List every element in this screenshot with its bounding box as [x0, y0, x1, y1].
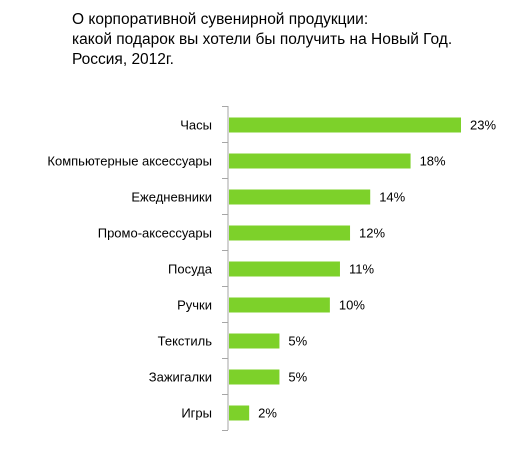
category-label: Ручки	[177, 298, 212, 313]
value-label: 2%	[258, 406, 277, 421]
bar	[229, 117, 461, 133]
bar-layer: 23% 18% 14% 12% 11% 10% 5% 5% 2%	[229, 117, 496, 421]
category-label: Текстиль	[158, 334, 213, 349]
axis-layer: Часы Компьютерные аксессуары Ежедневники Пр…	[47, 106, 229, 431]
bar	[229, 261, 340, 277]
bar	[229, 405, 250, 421]
chart-title: О корпоративной сувенирной продукции: ка…	[72, 10, 512, 70]
value-label: 10%	[339, 298, 365, 313]
bar	[229, 225, 351, 241]
category-label: Игры	[181, 406, 212, 421]
value-label: 5%	[288, 334, 307, 349]
chart-title-line-2: какой подарок вы хотели бы получить на Н…	[72, 31, 453, 48]
value-label: 23%	[470, 118, 496, 133]
value-label: 12%	[359, 226, 385, 241]
value-label: 11%	[349, 262, 374, 277]
bar	[229, 297, 330, 313]
category-label: Компьютерные аксессуары	[47, 154, 212, 169]
category-label: Промо-аксессуары	[98, 226, 212, 241]
category-label: Ежедневники	[131, 190, 212, 205]
category-label: Зажигалки	[149, 370, 212, 385]
value-label: 5%	[288, 370, 307, 385]
value-label: 18%	[420, 154, 446, 169]
chart-title-line-1: О корпоративной сувенирной продукции:	[72, 11, 369, 28]
bar	[229, 333, 280, 349]
category-label: Часы	[180, 118, 212, 133]
bar	[229, 153, 411, 169]
bar	[229, 189, 371, 205]
bar	[229, 369, 280, 385]
value-label: 14%	[379, 190, 405, 205]
category-label: Посуда	[168, 262, 213, 277]
chart-title-line-3: Россия, 2012г.	[72, 51, 174, 68]
